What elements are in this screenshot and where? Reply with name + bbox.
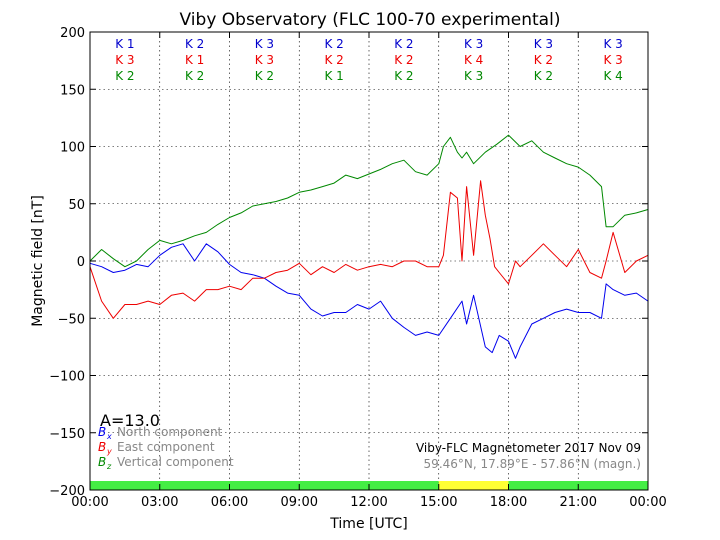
x-tick-label: 03:00 [141,495,178,510]
legend-symbol-subscript: x [106,432,112,441]
y-tick-label: 200 [60,26,85,41]
series-line-vertical [89,134,649,268]
k-index-vertical: K 2 [394,69,413,83]
info-line-1: Viby-FLC Magnetometer 2017 Nov 09 [416,441,641,455]
k-index-east: K 2 [394,53,413,67]
y-tick-label: 0 [77,255,85,270]
legend-label: North component [117,425,223,439]
x-tick-label: 06:00 [211,495,248,510]
k-index-north: K 1 [115,37,134,51]
series-line-north [89,243,649,359]
k-index-north: K 2 [394,37,413,51]
k-index-north: K 3 [464,37,483,51]
legend-label: Vertical component [117,455,234,469]
k-index-east: K 3 [603,53,622,67]
k-index-labels: K 1 K 3 K 2 K 2 K 1 K 2 K 3 K 3 K 2 K 2 K 2 K 1 K 2 K… [115,37,623,83]
k-index-east: K 2 [534,53,553,67]
y-tick-label: −150 [49,427,85,442]
k-index-north: K 3 [534,37,553,51]
x-tick-label: 00:00 [71,495,108,510]
legend-label: East component [117,440,215,454]
k-index-vertical: K 4 [603,69,622,83]
k-index-vertical: K 2 [255,69,274,83]
legend-symbol: B [98,440,106,454]
y-tick-label: 50 [68,198,85,213]
chart-title: Viby Observatory (FLC 100-70 experimenta… [180,10,561,30]
info-line-2: 59.46°N, 17.89°E - 57.86°N (magn.) [424,457,641,471]
k-index-north: K 2 [185,37,204,51]
k-index-east: K 3 [255,53,274,67]
x-tick-label: 15:00 [420,495,457,510]
y-tick-label: 150 [60,83,85,98]
legend-symbol: B [98,455,106,469]
x-tick-label: 21:00 [560,495,597,510]
x-tick-label: 00:00 [629,495,666,510]
x-tick-label: 12:00 [350,495,387,510]
x-axis-label: Time [UTC] [329,516,407,532]
a-index-text: A=13.0 [100,411,160,430]
k-index-vertical: K 2 [534,69,553,83]
k-index-north: K 3 [603,37,622,51]
activity-segment [90,481,439,490]
legend-symbol: B [98,425,106,439]
y-tick-label: −50 [58,312,85,327]
y-tick-label: 100 [60,141,85,156]
series-line-east [89,180,649,319]
data-series [89,134,649,359]
k-index-east: K 3 [115,53,134,67]
k-index-east: K 1 [185,53,204,67]
k-index-north: K 3 [255,37,274,51]
x-tick-label: 18:00 [490,495,527,510]
k-index-vertical: K 3 [464,69,483,83]
k-index-vertical: K 2 [115,69,134,83]
activity-segment [438,481,509,490]
legend-symbol-subscript: y [106,447,112,456]
k-index-vertical: K 2 [185,69,204,83]
y-tick-label: −200 [49,484,85,499]
k-index-east: K 4 [464,53,483,67]
x-tick-label: 09:00 [281,495,318,510]
k-index-east: K 2 [324,53,343,67]
axis-ticks: 00:00 03:00 06:00 09:00 12:00 15:00 18:00 21:00… [49,26,666,510]
y-axis-label: Magnetic field [nT] [30,195,46,327]
legend-symbol-subscript: z [106,462,112,471]
y-tick-label: −100 [49,370,85,385]
k-index-north: K 2 [324,37,343,51]
k-index-vertical: K 1 [324,69,343,83]
